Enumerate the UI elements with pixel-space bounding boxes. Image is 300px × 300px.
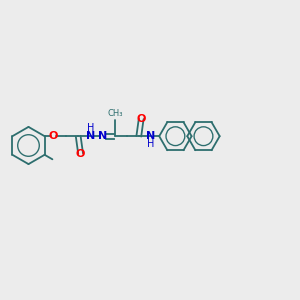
Text: H: H bbox=[87, 123, 94, 134]
Text: CH₃: CH₃ bbox=[107, 109, 123, 118]
Text: N: N bbox=[146, 131, 155, 141]
Text: N: N bbox=[86, 131, 95, 141]
Text: O: O bbox=[136, 114, 146, 124]
Text: H: H bbox=[147, 139, 154, 149]
Text: N: N bbox=[98, 131, 107, 141]
Text: O: O bbox=[49, 131, 58, 141]
Text: O: O bbox=[76, 148, 85, 159]
